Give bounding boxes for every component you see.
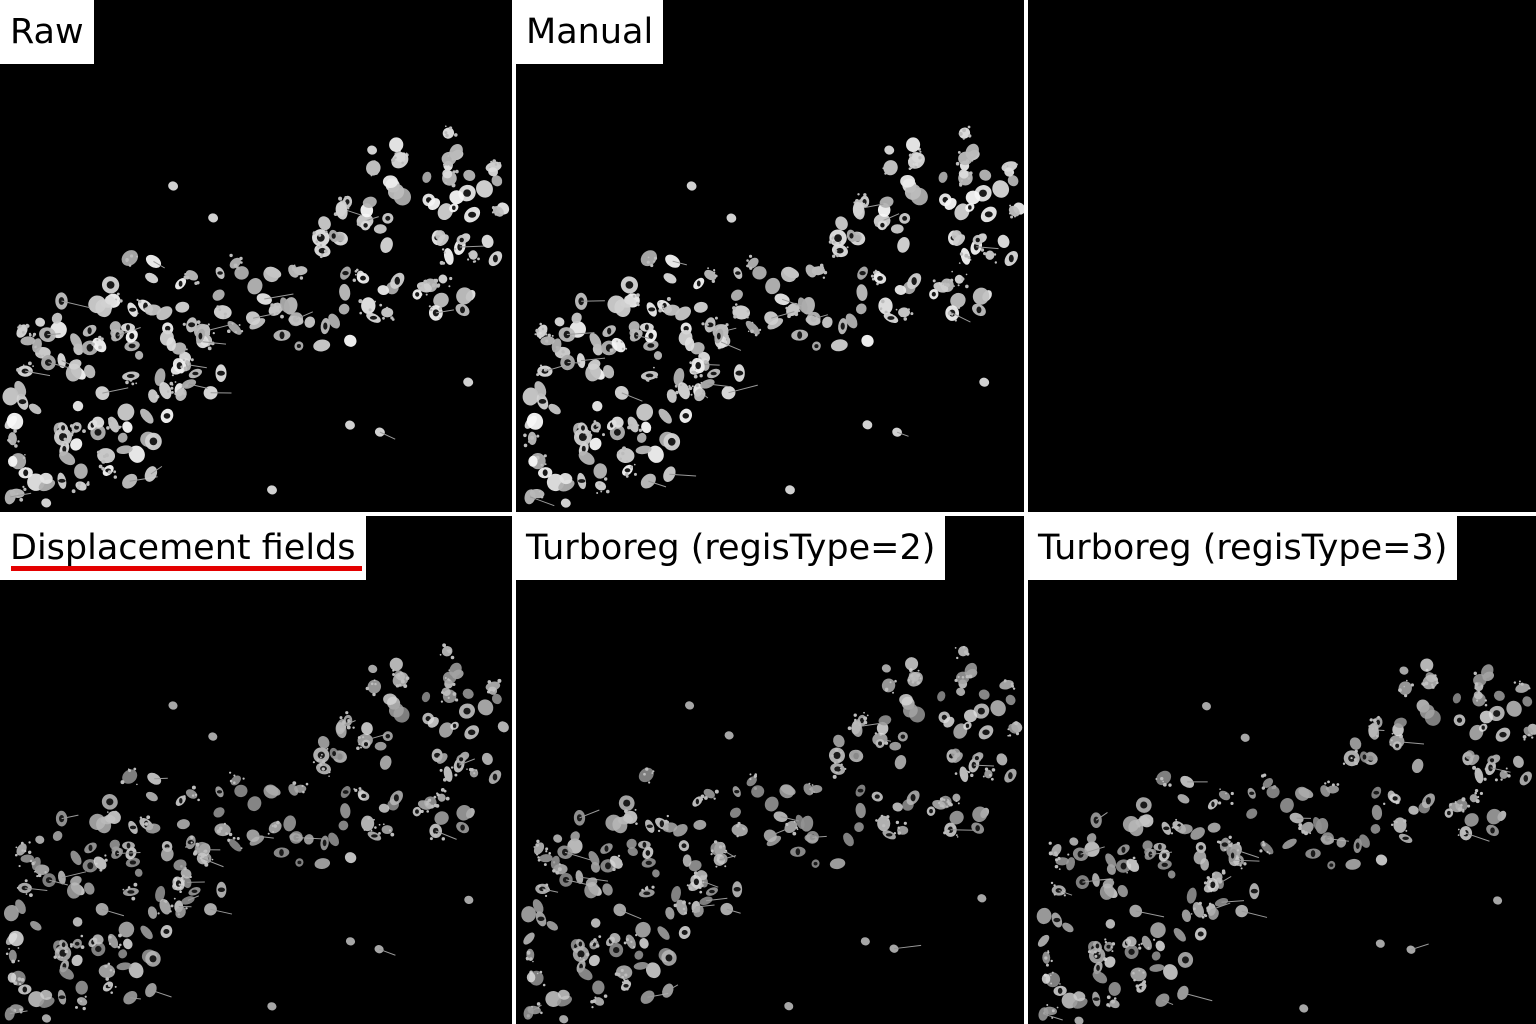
cell-image-turboreg-3 — [1036, 658, 1536, 1024]
panel-label-turboreg-2: Turboreg (regisType=2) — [516, 516, 946, 580]
cell-image-turboreg-2 — [521, 645, 1023, 1024]
panel-raw: Raw — [0, 0, 512, 512]
panel-label-manual: Manual — [516, 0, 664, 64]
panel-label-raw: Raw — [0, 0, 94, 64]
panel-turboreg-2: Turboreg (regisType=2) — [516, 516, 1024, 1024]
cell-image-displacement-fields — [3, 643, 509, 1023]
highlight-underline — [11, 566, 362, 571]
cell-image-manual — [522, 125, 1024, 508]
panel-label-text: Displacement fields — [10, 528, 356, 568]
panel-turboreg-3: Turboreg (regisType=3) — [1028, 516, 1536, 1024]
panel-manual: Manual — [516, 0, 1024, 512]
cell-image-raw — [2, 125, 510, 508]
panel-label-displacement-fields: Displacement fields — [0, 516, 366, 580]
panel-label-turboreg-3: Turboreg (regisType=3) — [1028, 516, 1458, 580]
panel-displacement-fields: Displacement fields — [0, 516, 512, 1024]
panel-empty — [1028, 0, 1536, 512]
